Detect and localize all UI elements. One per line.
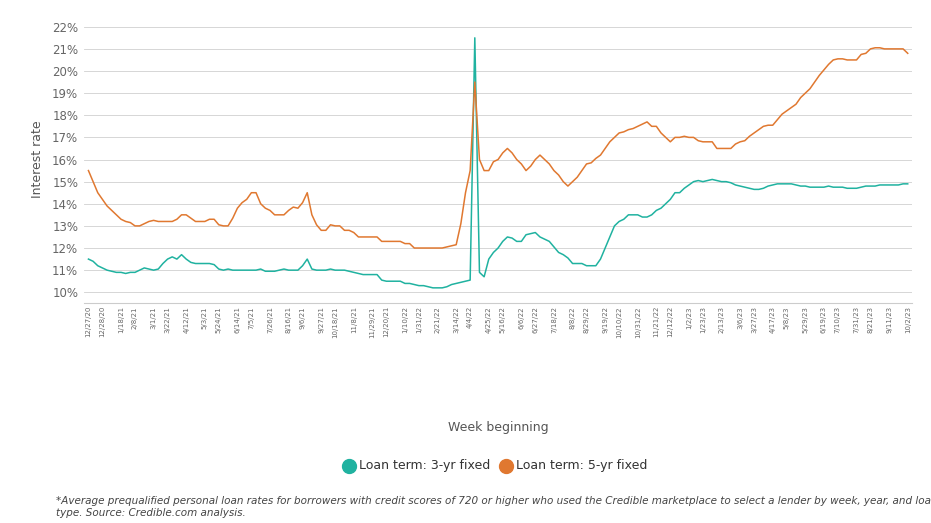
Loan term: 5-yr fixed: (109, 16.1): 5-yr fixed: (109, 16.1) (590, 155, 601, 162)
Text: *Average prequalified personal loan rates for borrowers with credit scores of 72: *Average prequalified personal loan rate… (56, 496, 931, 518)
Loan term: 5-yr fixed: (169, 21.1): 5-yr fixed: (169, 21.1) (870, 44, 881, 51)
Loan term: 5-yr fixed: (56, 12.8): 5-yr fixed: (56, 12.8) (344, 227, 355, 233)
Loan term: 5-yr fixed: (176, 20.8): 5-yr fixed: (176, 20.8) (902, 50, 913, 56)
Loan term: 3-yr fixed: (74, 10.2): 3-yr fixed: (74, 10.2) (427, 285, 439, 291)
Loan term: 3-yr fixed: (176, 14.9): 3-yr fixed: (176, 14.9) (902, 181, 913, 187)
Loan term: 3-yr fixed: (152, 14.8): 3-yr fixed: (152, 14.8) (790, 182, 802, 188)
Loan term: 3-yr fixed: (106, 11.3): 3-yr fixed: (106, 11.3) (576, 260, 587, 267)
Loan term: 5-yr fixed: (0, 15.5): 5-yr fixed: (0, 15.5) (83, 167, 94, 174)
Loan term: 5-yr fixed: (129, 17): 5-yr fixed: (129, 17) (683, 134, 695, 141)
Loan term: 5-yr fixed: (50, 12.8): 5-yr fixed: (50, 12.8) (316, 227, 327, 233)
Loan term: 3-yr fixed: (50, 11): 3-yr fixed: (50, 11) (316, 267, 327, 274)
Line: Loan term: 5-yr fixed: Loan term: 5-yr fixed (88, 48, 908, 248)
Loan term: 5-yr fixed: (105, 15.2): 5-yr fixed: (105, 15.2) (572, 174, 583, 180)
Loan term: 5-yr fixed: (70, 12): 5-yr fixed: (70, 12) (409, 245, 420, 251)
Loan term: 3-yr fixed: (0, 11.5): 3-yr fixed: (0, 11.5) (83, 256, 94, 262)
Loan term: 3-yr fixed: (130, 15): 3-yr fixed: (130, 15) (688, 178, 699, 185)
X-axis label: Week beginning: Week beginning (448, 421, 548, 434)
Y-axis label: Interest rate: Interest rate (31, 121, 44, 198)
Loan term: 3-yr fixed: (56, 10.9): 3-yr fixed: (56, 10.9) (344, 268, 355, 275)
Loan term: 3-yr fixed: (110, 11.5): 3-yr fixed: (110, 11.5) (595, 256, 606, 262)
Line: Loan term: 3-yr fixed: Loan term: 3-yr fixed (88, 38, 908, 288)
Loan term: 3-yr fixed: (83, 21.5): 3-yr fixed: (83, 21.5) (469, 35, 480, 41)
Loan term: 5-yr fixed: (151, 18.4): 5-yr fixed: (151, 18.4) (786, 105, 797, 111)
Legend: Loan term: 3-yr fixed, Loan term: 5-yr fixed: Loan term: 3-yr fixed, Loan term: 5-yr f… (349, 459, 647, 472)
